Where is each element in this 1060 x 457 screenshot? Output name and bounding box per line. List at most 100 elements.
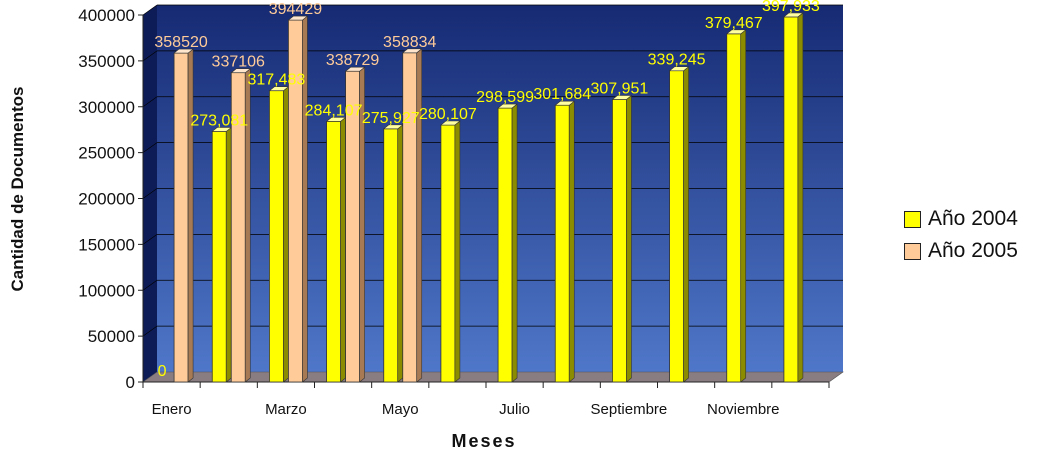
y-tick-label: 0 (126, 373, 135, 392)
bar-front (726, 33, 742, 383)
bar-side (416, 48, 423, 383)
y-tick-label: 350000 (78, 52, 135, 71)
data-label-2004: 298,599 (476, 89, 534, 106)
gridline-side (142, 188, 158, 199)
data-label-2004: 339,245 (648, 52, 706, 69)
bar-front (554, 104, 570, 383)
legend: Año 2004 Año 2005 (904, 203, 1018, 267)
legend-label-2004: Año 2004 (928, 207, 1018, 230)
bar-front (383, 128, 399, 383)
bar-front (783, 16, 799, 383)
gridline-side (142, 280, 158, 291)
data-label-2004: 397,933 (762, 0, 820, 15)
x-axis-title: Meses (451, 431, 516, 451)
legend-item-2005: Año 2005 (904, 235, 1018, 267)
bar-side (283, 86, 289, 383)
bar-side (626, 94, 632, 383)
data-label-2004: 273,081 (190, 112, 248, 129)
y-tick-label: 150000 (78, 235, 135, 254)
bar-side (397, 124, 404, 383)
data-label-2004: 379,467 (705, 15, 763, 32)
gridline-side (142, 325, 158, 337)
y-tick-label: 100000 (78, 281, 135, 300)
bar-side (340, 116, 346, 383)
data-label-2004: 284,107 (305, 102, 363, 119)
gridline-side (142, 142, 158, 153)
bars (173, 12, 804, 383)
gridline-side (142, 234, 158, 245)
bar-front (497, 107, 513, 383)
bar-front (612, 99, 627, 383)
data-label-2004: 275,927 (362, 110, 420, 127)
legend-swatch-2005 (904, 242, 921, 260)
bar-top (287, 15, 309, 21)
legend-item-2004: Año 2004 (904, 203, 1018, 235)
bar-2004-marzo (268, 86, 290, 383)
bar-side (225, 126, 232, 383)
bar-side (568, 100, 575, 383)
bar-2005-enero (173, 48, 194, 383)
bar-front (402, 52, 418, 383)
bar-2005-marzo (287, 15, 309, 383)
data-label-2004: 280,107 (419, 106, 477, 123)
data-label-2005: 358834 (383, 34, 436, 51)
bar-2004-octubre (668, 66, 690, 383)
x-tick-label: Mayo (382, 401, 419, 418)
data-label-2004: 301,684 (533, 86, 591, 103)
gridline-side (142, 96, 158, 107)
bar-front (440, 124, 456, 383)
bar-2004-septiembre (611, 94, 633, 383)
x-tick-label: Enero (152, 401, 192, 418)
data-label-2004: 0 (158, 363, 167, 380)
bar-2005-abril (344, 66, 366, 383)
y-tick-label: 400000 (78, 6, 135, 25)
bar-top (725, 29, 747, 35)
bar-top (344, 66, 366, 72)
data-label-2005: 394429 (269, 1, 322, 18)
bar-top (440, 120, 461, 126)
bar-top (554, 100, 576, 106)
bar-2004-junio (440, 120, 461, 383)
y-tick-label: 200000 (78, 190, 135, 209)
x-tick-label: Noviembre (707, 401, 780, 418)
bar-2005-mayo (401, 48, 423, 383)
bar-side (187, 48, 194, 383)
bar-2004-mayo (382, 124, 404, 383)
bar-2004-noviembre (725, 29, 747, 383)
bar-front (173, 52, 189, 383)
bar-2004-julio (497, 103, 518, 383)
bar-front (326, 120, 341, 383)
legend-label-2005: Año 2005 (928, 239, 1018, 262)
bar-front (269, 90, 284, 383)
bar-top (611, 95, 633, 100)
x-tick-label: Septiembre (591, 401, 668, 418)
y-axis: 0 50000 100000 150000 200000 250000 300000 3500… (78, 6, 144, 392)
bar-top (230, 68, 252, 74)
data-label-2004: 317,483 (247, 72, 305, 89)
bar-top (401, 48, 423, 54)
x-tick-label: Marzo (265, 401, 307, 418)
bar-top (497, 103, 518, 109)
bar-2004-diciembre (783, 12, 804, 383)
data-label-2004: 307,951 (590, 80, 648, 97)
data-label-2005: 338729 (326, 52, 379, 69)
y-axis-title: Cantidad de Documentos (8, 87, 27, 292)
bar-side (511, 103, 518, 383)
bar-side (454, 120, 461, 383)
bar-2005-febrero (230, 68, 252, 383)
bar-2004-febrero (211, 126, 233, 383)
gridline-side (142, 50, 158, 62)
bar-side (683, 66, 689, 383)
x-tick-label: Julio (499, 401, 530, 418)
bar-front (669, 70, 684, 383)
bar-top (173, 48, 194, 54)
x-axis: Enero Marzo Mayo Julio Septiembre Noviembre (142, 381, 830, 418)
bar-2004-agosto (554, 100, 576, 383)
bar-2004-abril (325, 116, 347, 383)
data-label-2005: 358520 (154, 34, 207, 51)
bar-side (797, 12, 804, 383)
bar-top (783, 12, 804, 18)
gridline-side (142, 4, 158, 16)
